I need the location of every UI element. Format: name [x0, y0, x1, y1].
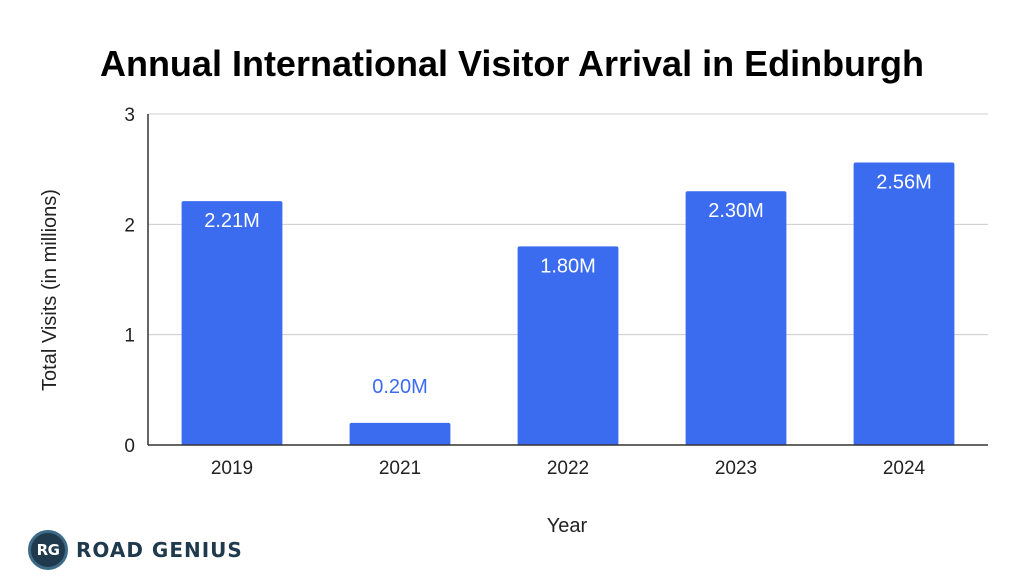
road-genius-logo: RG ROAD GENIUS: [28, 530, 243, 570]
y-axis-ticks: 0 1 2 3: [124, 105, 135, 457]
bar-2022: [517, 246, 619, 445]
x-tick-label: 2023: [715, 458, 757, 479]
road-genius-wordmark: ROAD GENIUS: [76, 538, 243, 562]
data-label-2022: 1.80M: [540, 255, 596, 277]
bar-2024: [853, 162, 955, 445]
bars: [181, 162, 955, 445]
y-tick-label: 0: [124, 436, 135, 457]
x-tick-label: 2019: [211, 458, 253, 479]
data-label-2024: 2.56M: [876, 172, 932, 194]
road-genius-badge-icon: RG: [28, 530, 68, 570]
bar-2019: [181, 201, 283, 445]
x-axis-ticks: 2019 2021 2022 2023 2024: [211, 458, 926, 479]
bar-2021: [349, 422, 451, 445]
y-tick-label: 2: [124, 215, 135, 236]
data-label-2021: 0.20M: [372, 376, 428, 398]
data-label-2023: 2.30M: [708, 200, 764, 222]
y-tick-label: 3: [124, 105, 135, 126]
x-tick-label: 2024: [883, 458, 926, 479]
x-tick-label: 2022: [547, 458, 589, 479]
y-axis-label: Total Visits (in millions): [39, 189, 61, 391]
bar-2023: [685, 191, 787, 445]
y-tick-label: 1: [124, 326, 135, 347]
x-tick-label: 2021: [379, 458, 421, 479]
x-axis-label: Year: [547, 515, 588, 537]
chart-title: Annual International Visitor Arrival in …: [100, 43, 924, 84]
data-label-2019: 2.21M: [204, 210, 260, 232]
data-labels: 2.21M 0.20M 1.80M 2.30M 2.56M: [204, 172, 932, 398]
